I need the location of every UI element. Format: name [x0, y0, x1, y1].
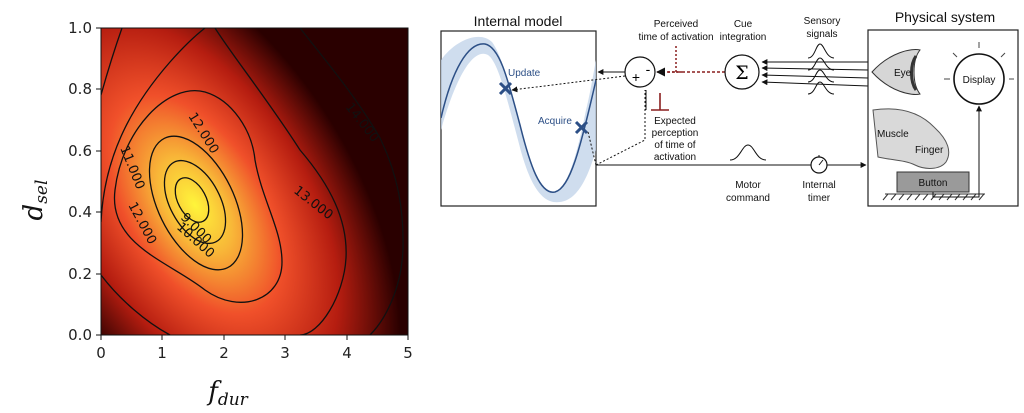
- contour-11: [148, 135, 244, 271]
- contour-14: [101, 28, 404, 335]
- eye-pupil: [910, 55, 918, 91]
- physical-system-title: Physical system: [895, 9, 995, 25]
- x-tick-2: 2: [219, 344, 229, 362]
- arrow-to-update: [511, 75, 626, 93]
- expected-line1: Expected: [654, 116, 696, 127]
- y-tick-4: 0.8: [68, 80, 92, 98]
- comparator-minus: -: [646, 61, 651, 77]
- update-marker: [498, 81, 513, 96]
- x-tick-5: 5: [403, 344, 413, 362]
- y-tick-5: 1.0: [68, 19, 92, 37]
- motor-line2: command: [726, 193, 770, 204]
- x-tick-labels: 0 1 2 3 4 5: [96, 344, 413, 362]
- cue-line1: Cue: [734, 19, 753, 30]
- y-tick-1: 0.2: [68, 265, 92, 283]
- perceived-line1: Perceived: [654, 19, 698, 30]
- y-tick-labels: 0.0 0.2 0.4 0.6 0.8 1.0: [68, 19, 92, 344]
- internal-timer-icon: [810, 155, 828, 174]
- x-axis-label: fdur: [206, 377, 248, 410]
- contour-lines: [101, 28, 404, 335]
- motor-pulse: [729, 144, 767, 161]
- display-label: Display: [963, 75, 996, 86]
- button-label: Button: [919, 178, 948, 189]
- expected-line2: perception: [652, 128, 699, 139]
- y-tick-3: 0.6: [68, 142, 92, 160]
- x-axis: [100, 335, 409, 340]
- sensory-signal-curves: [807, 43, 835, 95]
- motor-line1: Motor: [735, 180, 761, 191]
- uncertainty-band: [441, 36, 596, 203]
- acquire-label: Acquire: [538, 116, 572, 127]
- heatmap-frame: [100, 27, 409, 336]
- display-circle: [953, 53, 1005, 105]
- eye-label: Eye: [894, 68, 912, 79]
- sensory-line1: Sensory: [804, 16, 841, 27]
- x-tick-0: 0: [96, 344, 106, 362]
- button-to-display-arrow: [932, 105, 982, 198]
- acquire-marker: [574, 120, 589, 135]
- finger-label: Finger: [915, 145, 944, 156]
- expected-spike: [651, 93, 669, 111]
- timer-line1: Internal: [802, 180, 835, 191]
- y-tick-2: 0.4: [68, 203, 92, 221]
- heatmap-panel: 9.000 10.000 11.000 12.000 12.000 13.000…: [19, 19, 413, 410]
- heatmap-background: [101, 28, 408, 335]
- timer-line2: timer: [808, 193, 831, 204]
- y-axis-label: dsel: [19, 180, 52, 221]
- muscle-label: Muscle: [877, 129, 909, 140]
- eye-shape: [871, 49, 921, 95]
- internal-model-title: Internal model: [474, 13, 563, 29]
- perceived-spike: [668, 46, 684, 73]
- x-tick-1: 1: [157, 344, 167, 362]
- contour-13: [101, 28, 347, 335]
- contour-12: [113, 90, 283, 303]
- y-tick-0: 0.0: [68, 326, 92, 344]
- contour-9: [174, 177, 210, 223]
- contour-10: [163, 159, 227, 245]
- sum-symbol: Σ: [735, 62, 748, 84]
- sum-node: [724, 54, 760, 90]
- display-rays: [944, 42, 1014, 80]
- diagram-panel: Internal model Update Acquire + - Percei…: [440, 9, 1019, 207]
- acquire-to-motor-arrow: [587, 131, 597, 166]
- expected-line3: of time of: [654, 140, 695, 151]
- x-tick-3: 3: [280, 344, 290, 362]
- y-axis: [96, 27, 101, 336]
- x-tick-4: 4: [342, 344, 352, 362]
- sensory-arrows: [761, 59, 869, 87]
- cue-line2: integration: [720, 32, 767, 43]
- comparator-plus: +: [632, 69, 640, 85]
- finger-shape: [872, 108, 950, 169]
- update-label: Update: [508, 68, 541, 79]
- model-to-comparator-line: [595, 90, 646, 166]
- perceived-line2: time of activation: [638, 32, 713, 43]
- sensory-line2: signals: [806, 29, 837, 40]
- model-curve: [441, 43, 596, 193]
- expected-line4: activation: [654, 152, 696, 163]
